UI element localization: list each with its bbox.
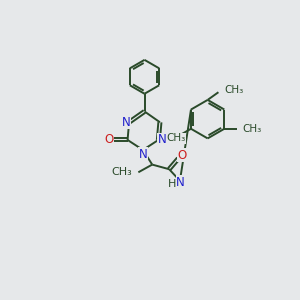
Text: N: N [158,134,167,146]
Text: N: N [122,116,130,129]
Text: CH₃: CH₃ [167,133,186,143]
Text: O: O [178,149,187,162]
Text: N: N [139,148,147,161]
Text: CH₃: CH₃ [225,85,244,95]
Text: N: N [176,176,185,189]
Text: O: O [104,134,114,146]
Text: CH₃: CH₃ [243,124,262,134]
Text: H: H [168,179,176,189]
Text: CH₃: CH₃ [111,167,132,177]
